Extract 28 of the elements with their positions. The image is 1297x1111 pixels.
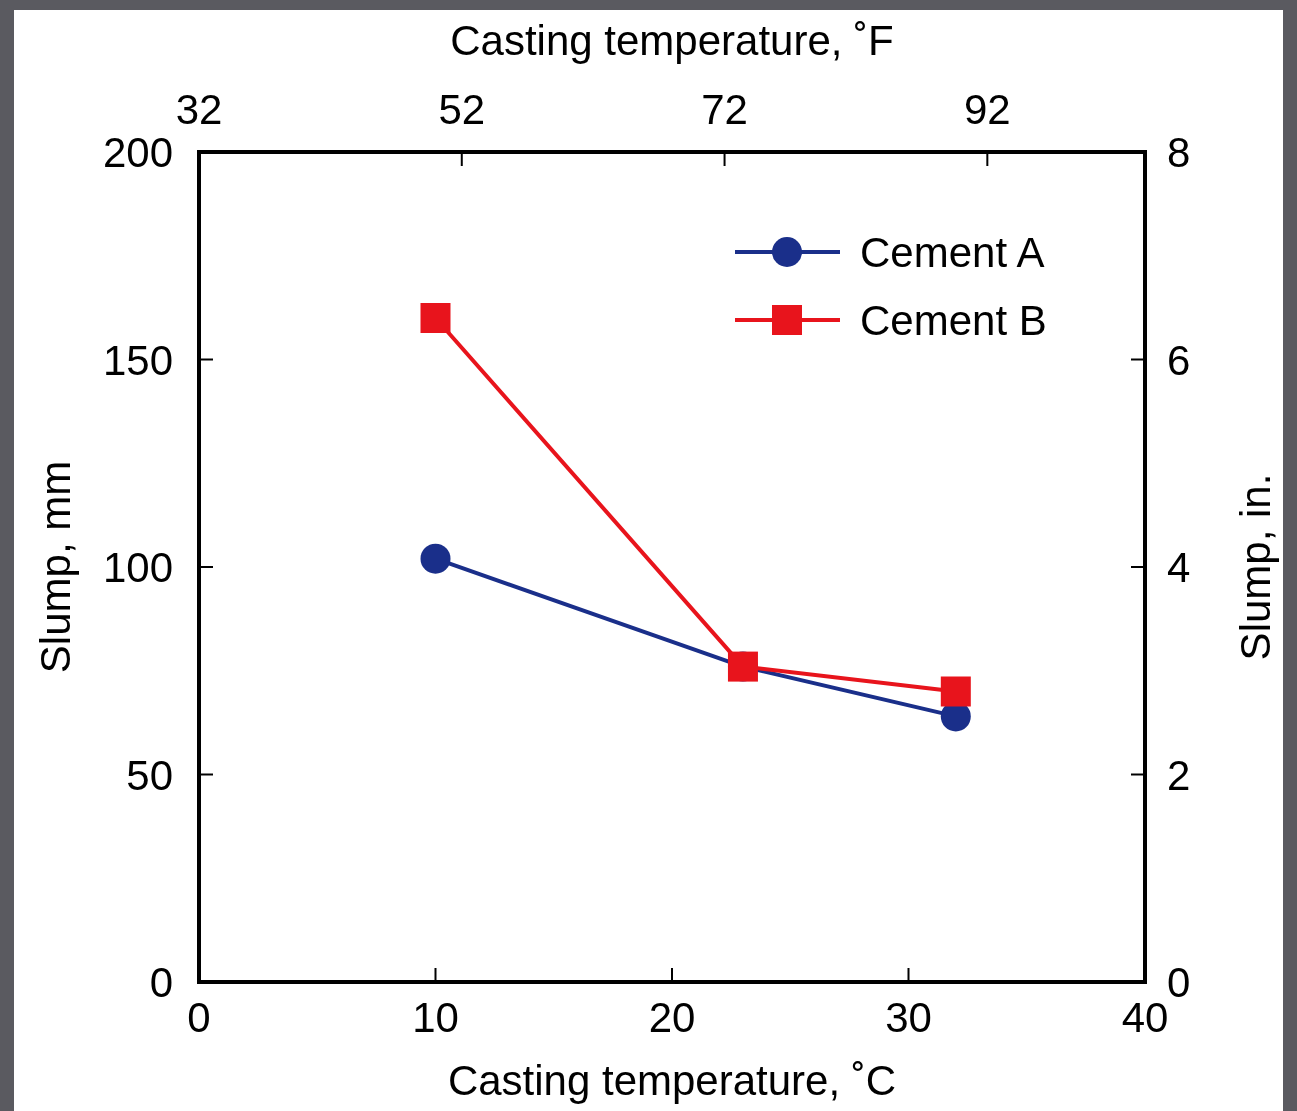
y2-tick-label: 4: [1167, 544, 1191, 591]
x2-tick-label: 32: [175, 86, 223, 133]
legend-label: Cement B: [860, 297, 1047, 344]
y-axis-title: Slump, mm: [32, 460, 79, 674]
point: [940, 676, 971, 707]
x2-tick-label: 52: [438, 86, 486, 133]
y-tick-label: 0: [149, 959, 173, 1006]
x2-tick-label: 92: [963, 86, 1011, 133]
x-tick-label: 0: [187, 994, 211, 1041]
point: [420, 543, 451, 574]
y-tick-label: 200: [102, 129, 173, 176]
x2-tick-label: 72: [701, 86, 748, 133]
x-tick-label: 40: [1121, 994, 1169, 1041]
y2-tick-label: 8: [1167, 129, 1191, 176]
y2-tick-label: 0: [1167, 959, 1191, 1006]
y-tick-label: 50: [126, 751, 173, 799]
legend-label: Cement A: [860, 229, 1045, 276]
y-tick-label: 100: [102, 544, 173, 591]
point: [420, 303, 451, 333]
y2-tick-label: 2: [1167, 751, 1191, 799]
x-tick-label: 30: [885, 994, 932, 1041]
y2-tick-label: 6: [1167, 336, 1191, 384]
x-tick-label: 20: [648, 994, 696, 1041]
y2-axis-title: Slump, in.: [1232, 473, 1279, 661]
x-axis-title: Casting temperature, ˚C: [447, 1057, 897, 1104]
y-tick-label: 150: [102, 336, 173, 384]
x-tick-label: 10: [412, 994, 459, 1041]
x2-axis-title: Casting temperature, ˚F: [450, 17, 894, 64]
